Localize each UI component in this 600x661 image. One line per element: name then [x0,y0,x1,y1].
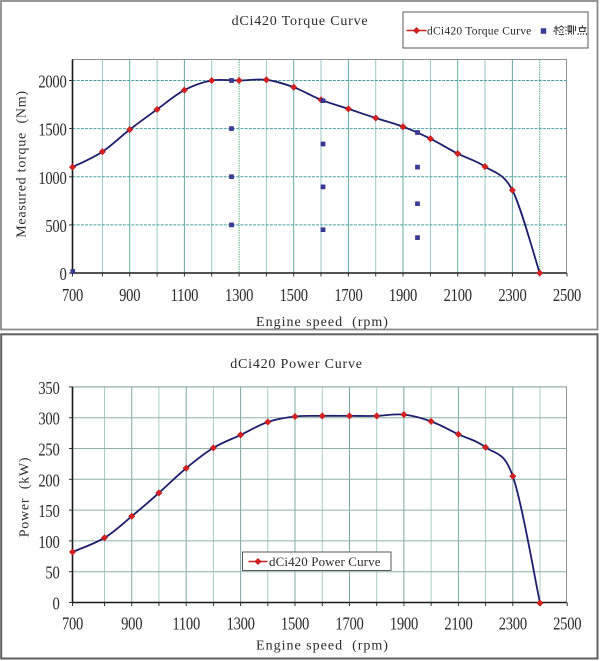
svg-text:Power (kW): Power (kW) [18,457,33,538]
svg-text:1500: 1500 [281,613,309,634]
svg-text:150: 150 [38,501,59,522]
svg-text:300: 300 [38,408,59,429]
svg-text:250: 250 [38,439,59,460]
svg-text:700: 700 [62,613,83,634]
svg-text:2300: 2300 [499,613,527,634]
svg-text:100: 100 [38,531,59,552]
svg-text:2300: 2300 [498,285,526,306]
svg-text:1700: 1700 [334,285,362,306]
svg-text:Engine speed (rpm): Engine speed (rpm) [256,315,389,330]
svg-text:1900: 1900 [389,285,417,306]
svg-text:350: 350 [38,377,59,398]
svg-text:900: 900 [119,285,140,306]
svg-text:2100: 2100 [444,613,472,634]
svg-text:2000: 2000 [38,71,66,92]
svg-text:500: 500 [45,215,66,236]
svg-text:dCi420 Torque Curve: dCi420 Torque Curve [427,25,532,38]
svg-text:700: 700 [62,285,83,306]
svg-text:1000: 1000 [38,167,66,188]
svg-text:2500: 2500 [553,285,581,306]
svg-text:dCi420 Torque Curve: dCi420 Torque Curve [232,14,369,29]
svg-text:200: 200 [38,470,59,491]
svg-text:2500: 2500 [553,613,581,634]
svg-text:Engine speed (rpm): Engine speed (rpm) [256,639,389,654]
svg-text:1500: 1500 [38,119,66,140]
svg-text:2100: 2100 [444,285,472,306]
svg-text:1700: 1700 [335,613,363,634]
svg-text:1300: 1300 [227,613,255,634]
svg-text:1100: 1100 [172,613,200,634]
svg-text:dCi420 Power Curve: dCi420 Power Curve [230,357,363,372]
svg-text:1500: 1500 [280,285,308,306]
svg-text:Measured torque (Nm): Measured torque (Nm) [15,90,30,238]
svg-text:1900: 1900 [390,613,418,634]
svg-text:dCi420 Power Curve: dCi420 Power Curve [269,554,381,569]
svg-text:0: 0 [52,593,59,614]
svg-text:0: 0 [59,264,66,285]
svg-text:50: 50 [45,562,59,583]
svg-text:900: 900 [121,613,142,634]
svg-text:1100: 1100 [171,285,199,306]
svg-text:1300: 1300 [225,285,253,306]
